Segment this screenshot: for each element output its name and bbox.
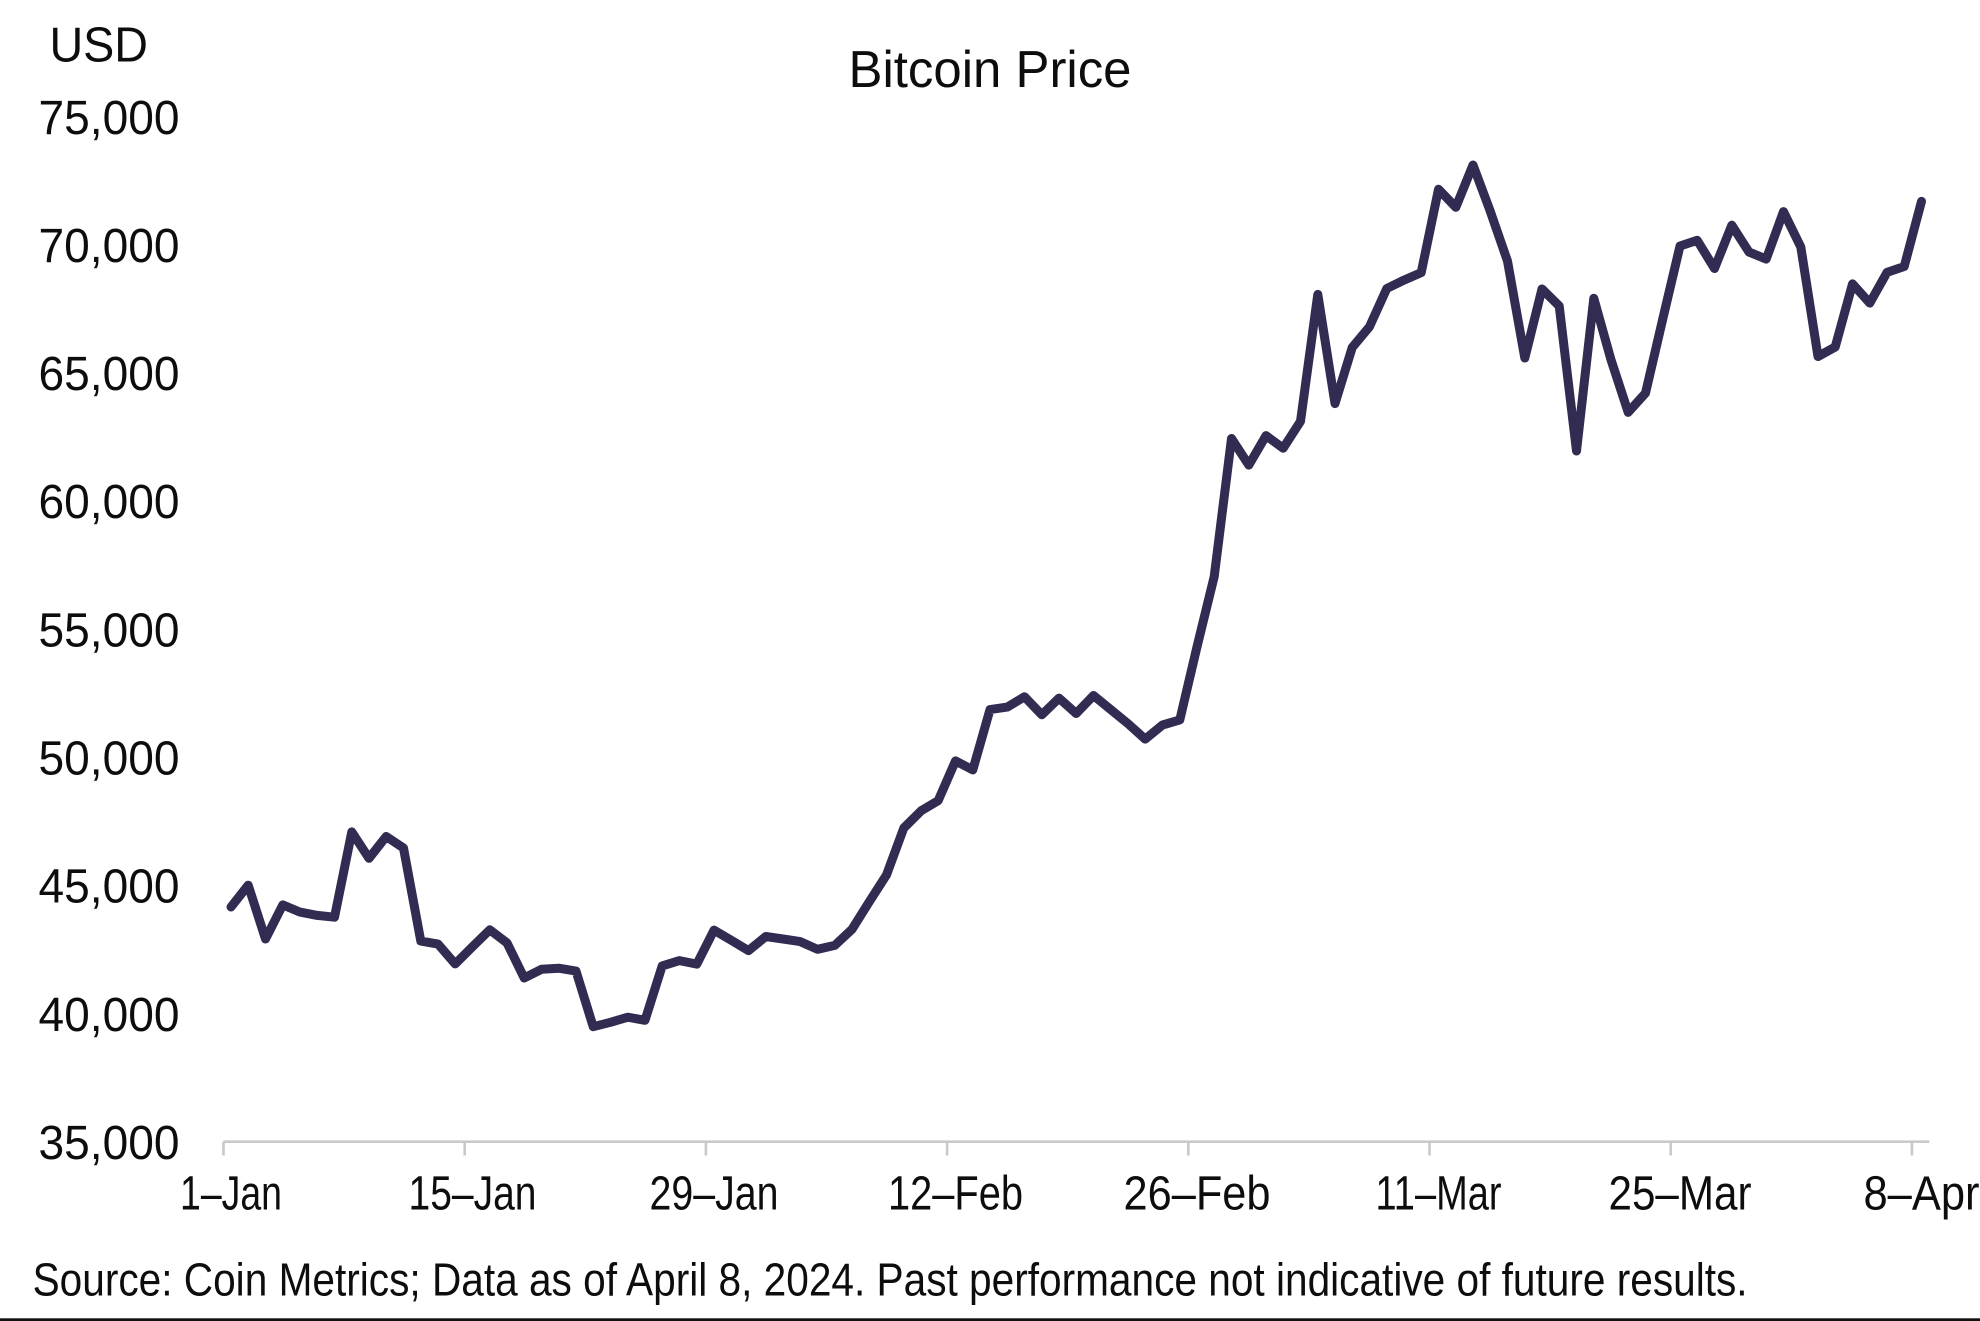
svg-text:75,000: 75,000 (39, 92, 180, 145)
svg-text:15–Jan: 15–Jan (409, 1168, 537, 1221)
svg-text:65,000: 65,000 (39, 348, 180, 401)
svg-text:Source: Coin Metrics; Data as: Source: Coin Metrics; Data as of April 8… (33, 1254, 1748, 1306)
svg-text:45,000: 45,000 (39, 861, 180, 914)
svg-text:25–Mar: 25–Mar (1609, 1168, 1752, 1221)
svg-text:8–Apr: 8–Apr (1864, 1168, 1980, 1221)
svg-text:USD: USD (50, 19, 149, 73)
svg-text:26–Feb: 26–Feb (1124, 1168, 1271, 1221)
svg-text:12–Feb: 12–Feb (888, 1168, 1023, 1221)
svg-text:60,000: 60,000 (39, 476, 180, 529)
svg-text:40,000: 40,000 (39, 989, 180, 1042)
svg-text:29–Jan: 29–Jan (650, 1168, 779, 1221)
svg-text:70,000: 70,000 (39, 220, 180, 273)
svg-text:35,000: 35,000 (39, 1117, 180, 1170)
svg-text:50,000: 50,000 (39, 733, 180, 786)
svg-text:1–Jan: 1–Jan (180, 1168, 282, 1221)
svg-text:55,000: 55,000 (39, 604, 180, 657)
svg-text:11–Mar: 11–Mar (1376, 1168, 1502, 1221)
svg-text:Bitcoin Price: Bitcoin Price (849, 41, 1132, 99)
